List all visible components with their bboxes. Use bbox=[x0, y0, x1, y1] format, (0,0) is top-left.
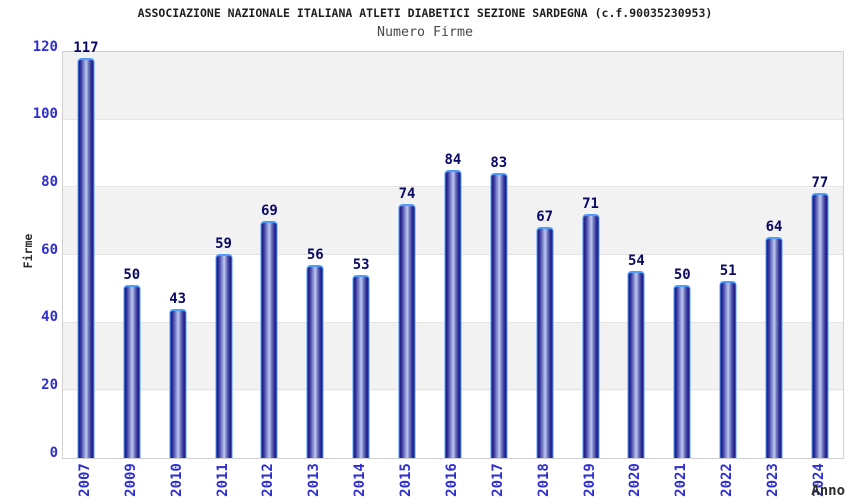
bar-2013 bbox=[306, 264, 324, 458]
y-tick-label-100: 100 bbox=[32, 106, 58, 123]
chart-subtitle: Numero Firme bbox=[376, 25, 474, 40]
bar-slot-2016: 84 bbox=[430, 52, 476, 458]
bar-value-label-2021: 50 bbox=[673, 266, 691, 283]
bar-slot-2012: 69 bbox=[247, 52, 293, 458]
x-tick-slot-2018: 2018 bbox=[521, 461, 567, 499]
x-tick-slot-2016: 2016 bbox=[429, 461, 475, 499]
x-tick-slot-2014: 2014 bbox=[337, 461, 383, 499]
bar-2024 bbox=[811, 193, 829, 458]
bar-2019 bbox=[582, 213, 600, 458]
x-tick-label-2019: 2019 bbox=[581, 463, 598, 497]
bar-slot-2018: 67 bbox=[522, 52, 568, 458]
bar-slot-2022: 51 bbox=[705, 52, 751, 458]
x-axis-title: Anno bbox=[811, 483, 845, 499]
bars-container: 117 50 43 59 69 56 53 74 84 83 67 71 54 50 51 64 77 bbox=[63, 41, 843, 458]
x-tick-label-2013: 2013 bbox=[306, 463, 323, 497]
bar-value-label-2022: 51 bbox=[719, 263, 737, 280]
y-tick-label-40: 40 bbox=[41, 309, 58, 326]
y-tick-label-60: 60 bbox=[41, 241, 58, 258]
bar-slot-2021: 50 bbox=[659, 52, 705, 458]
bar-slot-2017: 83 bbox=[476, 52, 522, 458]
x-tick-slot-2012: 2012 bbox=[246, 461, 292, 499]
x-tick-slot-2019: 2019 bbox=[567, 461, 613, 499]
bar-slot-2010: 43 bbox=[155, 52, 201, 458]
y-tick-label-120: 120 bbox=[32, 38, 58, 55]
bar-value-label-2023: 64 bbox=[765, 219, 783, 236]
x-tick-label-2021: 2021 bbox=[673, 463, 690, 497]
y-tick-label-20: 20 bbox=[41, 376, 58, 393]
y-axis: 0 20 40 60 80 100 120 bbox=[0, 39, 58, 460]
bar-2021 bbox=[673, 284, 691, 458]
bar-2018 bbox=[536, 227, 554, 458]
chart-title: ASSOCIAZIONE NAZIONALE ITALIANA ATLETI D… bbox=[137, 6, 713, 20]
bar-slot-2011: 59 bbox=[201, 52, 247, 458]
y-tick-label-80: 80 bbox=[41, 173, 58, 190]
bar-2020 bbox=[627, 271, 645, 458]
bar-value-label-2019: 71 bbox=[582, 195, 599, 212]
bar-slot-2009: 50 bbox=[109, 52, 155, 458]
x-tick-slot-2023: 2023 bbox=[750, 461, 796, 499]
bar-2012 bbox=[260, 220, 278, 458]
gridline-100 bbox=[63, 118, 843, 120]
x-tick-slot-2017: 2017 bbox=[475, 461, 521, 499]
x-tick-slot-2021: 2021 bbox=[658, 461, 704, 499]
bar-value-label-2012: 69 bbox=[261, 202, 278, 219]
bar-slot-2019: 71 bbox=[568, 52, 614, 458]
x-tick-label-2009: 2009 bbox=[122, 463, 139, 497]
x-tick-label-2022: 2022 bbox=[719, 463, 736, 497]
bar-2014 bbox=[352, 274, 370, 458]
bar-value-label-2016: 84 bbox=[444, 151, 462, 168]
bar-slot-2015: 74 bbox=[384, 52, 430, 458]
bar-slot-2007: 117 bbox=[63, 41, 109, 458]
bar-2015 bbox=[398, 203, 416, 458]
bar-value-label-2018: 67 bbox=[536, 209, 554, 226]
bar-value-label-2015: 74 bbox=[398, 185, 416, 202]
x-tick-label-2023: 2023 bbox=[765, 463, 782, 497]
bar-2009 bbox=[123, 284, 141, 458]
bar-2022 bbox=[719, 281, 737, 458]
x-tick-slot-2007: 2007 bbox=[62, 461, 108, 499]
bar-value-label-2014: 53 bbox=[352, 256, 370, 273]
bar-2017 bbox=[490, 173, 508, 458]
bar-value-label-2009: 50 bbox=[123, 266, 141, 283]
plot-area: 117 50 43 59 69 56 53 74 84 83 67 71 54 50 51 64 77 bbox=[62, 41, 844, 459]
bar-2007 bbox=[77, 58, 95, 458]
bar-slot-2020: 54 bbox=[614, 52, 660, 458]
bar-value-label-2024: 77 bbox=[811, 175, 829, 192]
x-tick-slot-2009: 2009 bbox=[108, 461, 154, 499]
bar-value-label-2013: 56 bbox=[306, 246, 324, 263]
bar-2011 bbox=[215, 254, 233, 458]
bar-slot-2023: 64 bbox=[751, 52, 797, 458]
bar-value-label-2020: 54 bbox=[628, 253, 645, 270]
x-tick-label-2012: 2012 bbox=[260, 463, 277, 497]
bar-value-label-2007: 117 bbox=[73, 40, 99, 57]
x-tick-slot-2022: 2022 bbox=[704, 461, 750, 499]
bar-slot-2014: 53 bbox=[338, 52, 384, 458]
x-tick-label-2016: 2016 bbox=[443, 463, 460, 497]
bar-slot-2013: 56 bbox=[292, 52, 338, 458]
bar-2023 bbox=[765, 237, 783, 458]
x-tick-label-2007: 2007 bbox=[76, 463, 93, 497]
x-tick-slot-2020: 2020 bbox=[613, 461, 659, 499]
x-tick-label-2015: 2015 bbox=[398, 463, 415, 497]
x-tick-label-2010: 2010 bbox=[168, 463, 185, 497]
bar-2010 bbox=[169, 308, 187, 458]
bar-value-label-2010: 43 bbox=[169, 290, 187, 307]
bar-value-label-2011: 59 bbox=[215, 236, 232, 253]
x-tick-label-2017: 2017 bbox=[489, 463, 506, 497]
x-tick-label-2018: 2018 bbox=[535, 463, 552, 497]
bar-slot-2024: 77 bbox=[797, 52, 843, 458]
x-axis: 2007 2009 2010 2011 2012 2013 2014 2015 2016 2017… bbox=[62, 461, 842, 499]
x-tick-slot-2011: 2011 bbox=[200, 461, 246, 499]
x-tick-slot-2013: 2013 bbox=[291, 461, 337, 499]
x-tick-slot-2010: 2010 bbox=[154, 461, 200, 499]
x-tick-label-2020: 2020 bbox=[627, 463, 644, 497]
bar-2016 bbox=[444, 169, 462, 458]
bar-value-label-2017: 83 bbox=[490, 155, 508, 172]
x-tick-slot-2015: 2015 bbox=[383, 461, 429, 499]
x-tick-label-2011: 2011 bbox=[214, 463, 231, 497]
y-tick-label-0: 0 bbox=[49, 444, 58, 461]
x-tick-label-2014: 2014 bbox=[352, 463, 369, 497]
